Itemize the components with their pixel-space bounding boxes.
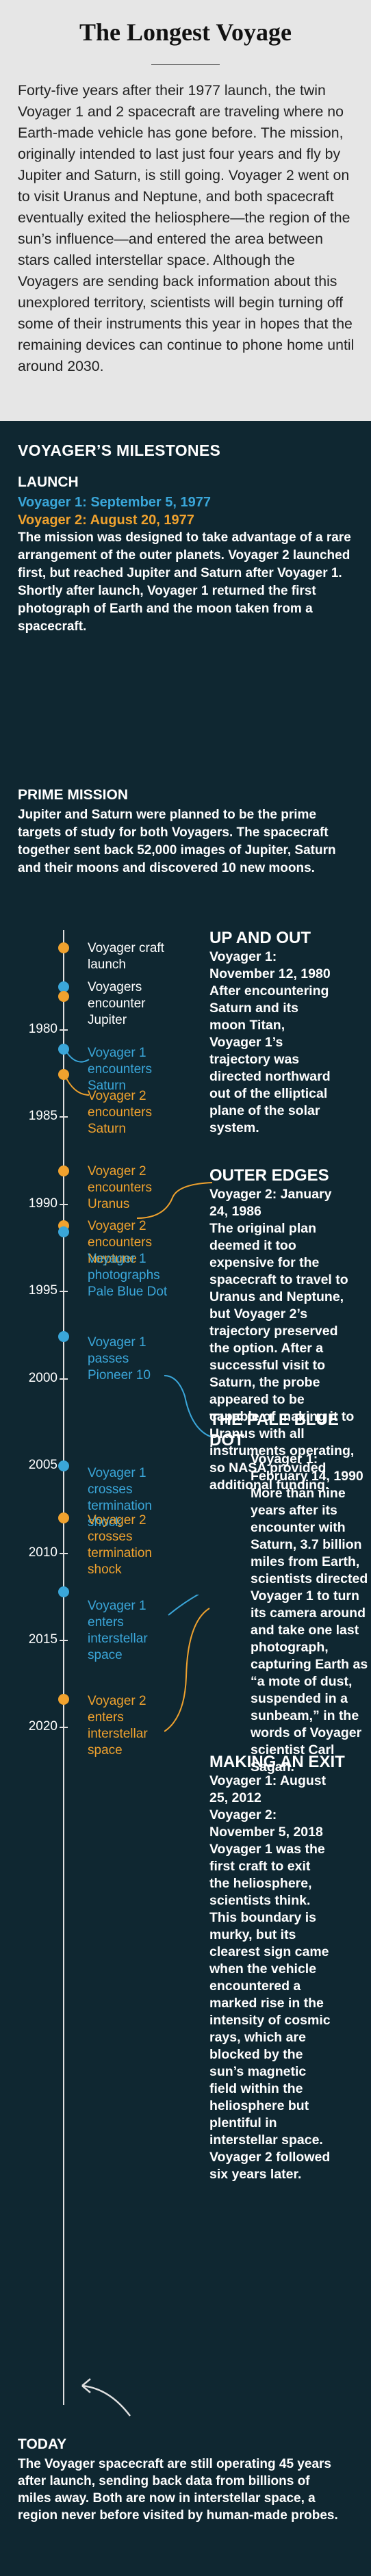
year-tick (60, 1378, 68, 1380)
v1-pale-blue-dot-marker (58, 1226, 69, 1237)
connector-v1-exit (168, 1595, 200, 1616)
prime-mission-body: Jupiter and Saturn were planned to be th… (18, 808, 336, 875)
event-v1-pale-blue-dot: Voyager 1 photographs Pale Blue Dot (88, 1252, 168, 1299)
connector-lines-top (64, 1048, 90, 1096)
arrowhead-icon (81, 2378, 91, 2393)
year-label: 1980 (28, 1022, 57, 1036)
today-body: The Voyager spacecraft are still operati… (18, 2457, 338, 2523)
year-label: 2015 (28, 1632, 57, 1647)
connector-v1-saturn (64, 1048, 90, 1063)
year-tick (60, 1553, 68, 1554)
story-up-and-out-heading: UP AND OUT (209, 929, 311, 947)
event-v2-termination: Voyager 2 crosses termination shock (88, 1513, 152, 1577)
today-heading: TODAY (18, 2436, 67, 2452)
connector-v2-saturn (64, 1074, 90, 1096)
launch-heading: LAUNCH (18, 474, 79, 490)
story-up-and-out-body: After encountering Saturn and its moon T… (209, 983, 331, 1135)
event-v2-interstellar: Voyager 2 enters interstellar space (88, 1694, 148, 1757)
story-exit-v2-date: Voyager 2: November 5, 2018 (209, 1807, 323, 1840)
story-up-and-out: UP AND OUT Voyager 1: November 12, 1980 … (209, 928, 363, 1137)
v1-pioneer-marker (58, 1331, 69, 1342)
launch-v2-date: Voyager 2: August 20, 1977 (18, 513, 194, 528)
connector-pbd (164, 1375, 213, 1438)
year-label: 2020 (28, 1719, 57, 1734)
year-label: 2000 (28, 1371, 57, 1385)
year-tick (60, 1029, 68, 1031)
launch-v1-date: Voyager 1: September 5, 1977 (18, 495, 211, 510)
year-tick (60, 1204, 68, 1205)
connector-exit (164, 1595, 210, 1732)
event-encounter-jupiter: Voyagers encounter Jupiter (88, 980, 146, 1027)
story-outer-edges-date: Voyager 2: January 24, 1986 (209, 1187, 332, 1219)
event-v2-neptune: Voyager 2 encounters Neptune (88, 1219, 153, 1266)
story-up-and-out-date: Voyager 1: November 12, 1980 (209, 949, 331, 981)
jupiter-marker-v2 (58, 991, 69, 1002)
story-outer-edges-heading: OUTER EDGES (209, 1166, 329, 1185)
year-tick (60, 1116, 68, 1118)
connector-v2-exit (164, 1608, 210, 1732)
year-label: 1985 (28, 1109, 57, 1123)
launch-section: LAUNCH Voyager 1: September 5, 1977 Voya… (18, 474, 360, 636)
prime-mission-section: PRIME MISSION Jupiter and Saturn were pl… (18, 787, 360, 877)
year-label: 2005 (28, 1458, 57, 1472)
year-label: 2010 (28, 1545, 57, 1560)
v1-interstellar-marker (58, 1586, 69, 1597)
v2-interstellar-marker (58, 1694, 69, 1705)
connector-uranus (137, 1182, 213, 1219)
title-divider (151, 64, 220, 65)
event-craft-launch: Voyager craft launch (88, 941, 164, 972)
story-making-an-exit: MAKING AN EXIT Voyager 1: August 25, 201… (209, 1752, 363, 2183)
story-pale-blue-dot-body: More than nine years after its encounter… (251, 1486, 368, 1775)
story-pale-blue-dot-heading: THE PALE BLUE DOT (209, 1411, 339, 1450)
connector-pale-blue-dot (164, 1375, 213, 1438)
event-v1-pioneer: Voyager 1 passes Pioneer 10 (88, 1335, 151, 1382)
story-outer-edges-body: The original plan deemed it too expensiv… (209, 1221, 355, 1493)
story-pale-blue-dot: THE PALE BLUE DOT Voyager 1: February 14… (209, 1410, 368, 1776)
header: The Longest Voyage Forty-five years afte… (0, 0, 371, 421)
milestones-heading: VOYAGER’S MILESTONES (18, 441, 221, 459)
v2-uranus-marker (58, 1165, 69, 1176)
v1-termination-marker (58, 1460, 69, 1471)
year-label: 1990 (28, 1196, 57, 1211)
event-v2-saturn: Voyager 2 encounters Saturn (88, 1089, 153, 1136)
year-tick (60, 1291, 68, 1292)
event-v1-saturn: Voyager 1 encounters Saturn (88, 1046, 153, 1093)
connector-outer-edges (137, 1182, 213, 1219)
v2-termination-marker (58, 1512, 69, 1523)
event-v1-termination: Voyager 1 crosses termination shock (88, 1466, 152, 1530)
story-exit-v1-date: Voyager 1: August 25, 2012 (209, 1773, 327, 1805)
event-v2-uranus: Voyager 2 encounters Uranus (88, 1164, 153, 1211)
timeline-axis (63, 930, 64, 2405)
event-v1-interstellar: Voyager 1 enters interstellar space (88, 1599, 148, 1662)
story-outer-edges: OUTER EDGES Voyager 2: January 24, 1986 … (209, 1165, 363, 1494)
story-exit-body: Voyager 1 was the first craft to exit th… (209, 1842, 331, 2182)
year-tick (60, 1727, 68, 1728)
story-making-an-exit-heading: MAKING AN EXIT (209, 1753, 345, 1771)
prime-mission-heading: PRIME MISSION (18, 787, 129, 803)
story-pale-blue-dot-date: Voyager 1: February 14, 1990 (251, 1452, 363, 1484)
launch-body: The mission was designed to take advanta… (18, 530, 351, 634)
milestones-panel (0, 421, 371, 2576)
milestones-heading-block: VOYAGER’S MILESTONES (18, 441, 360, 460)
launch-marker (58, 942, 69, 953)
arrow-to-today (81, 2378, 131, 2417)
jupiter-marker-v1 (58, 981, 69, 992)
page-title: The Longest Voyage (79, 18, 292, 46)
year-label: 1995 (28, 1283, 57, 1298)
today-section: TODAY The Voyager spacecraft are still o… (18, 2436, 360, 2524)
intro-paragraph: Forty-five years after their 1977 launch… (18, 82, 355, 374)
arrow-line (81, 2384, 131, 2417)
year-tick (60, 1640, 68, 1641)
